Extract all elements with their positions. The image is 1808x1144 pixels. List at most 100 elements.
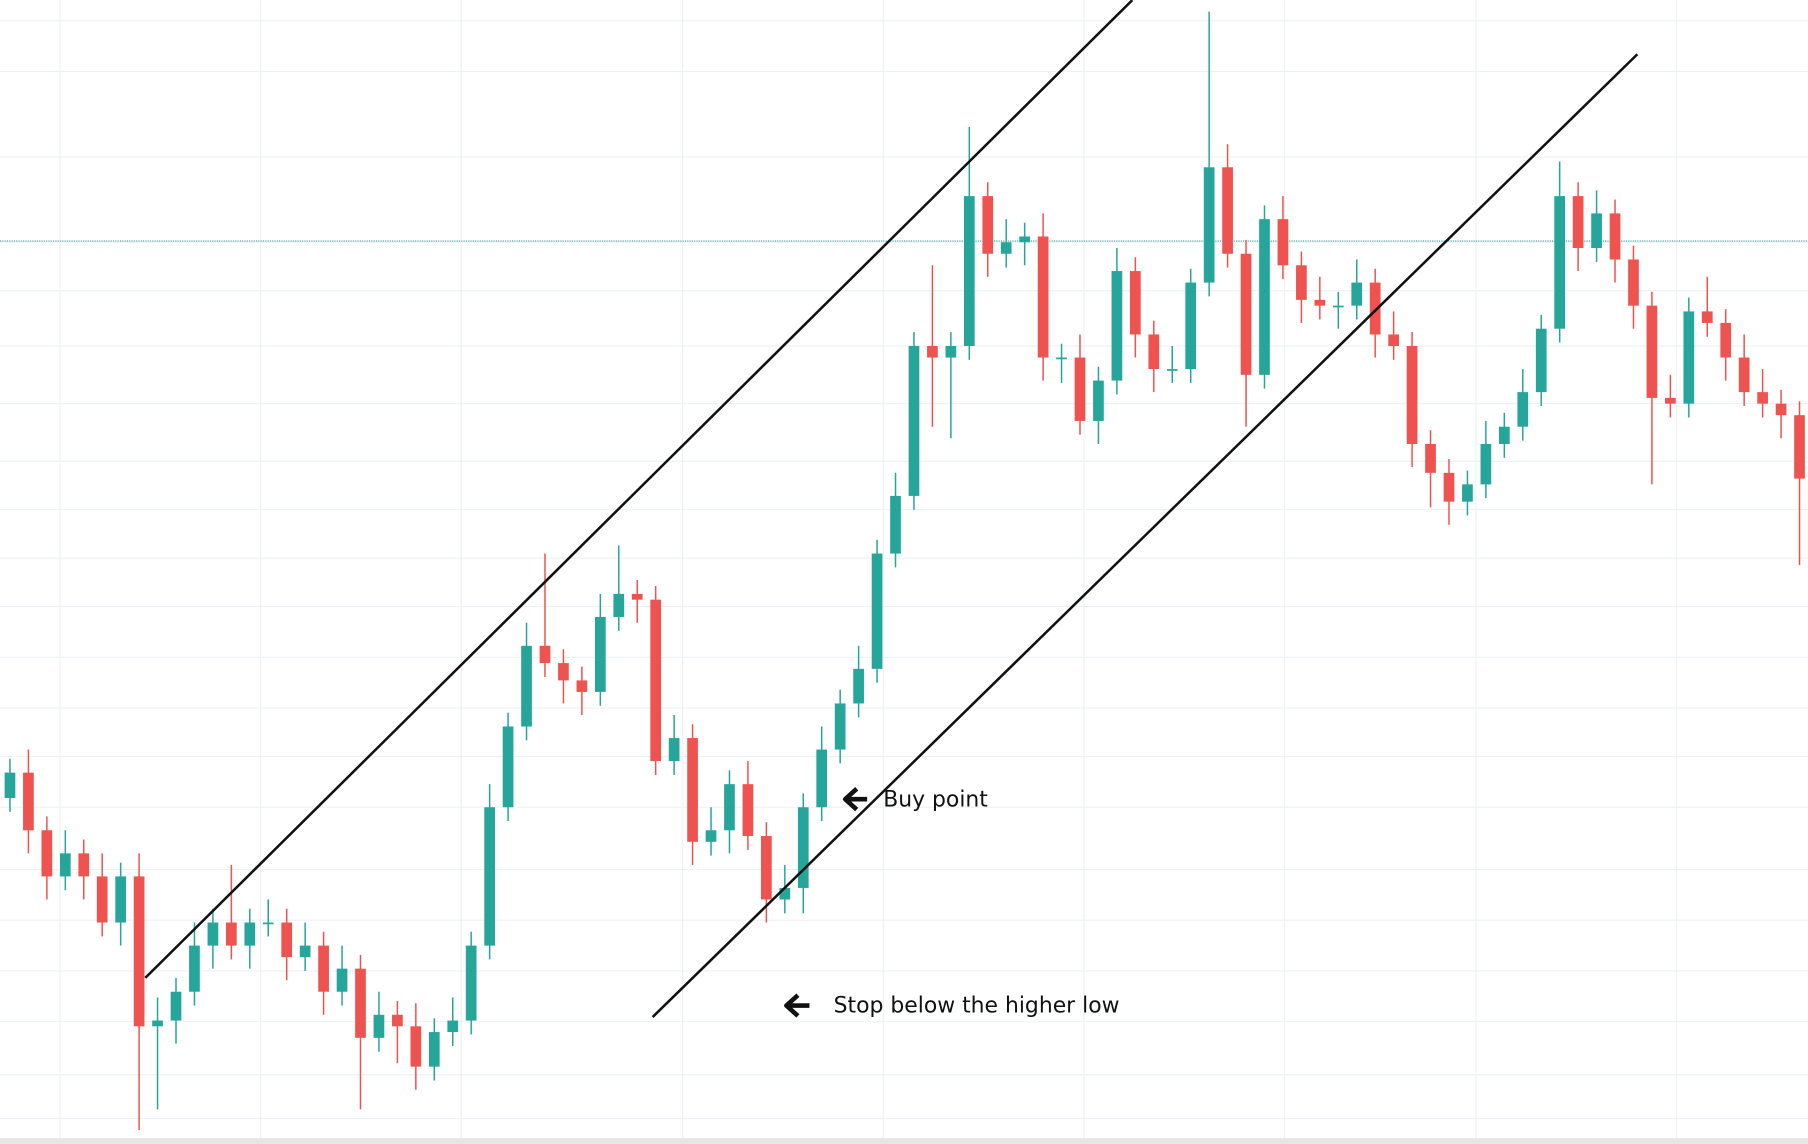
candle-body: [207, 922, 219, 946]
candle-body: [1443, 472, 1455, 502]
candle-body: [1277, 219, 1289, 266]
candle-body: [299, 945, 311, 958]
candle-body: [890, 495, 901, 554]
candle-body: [410, 1026, 422, 1067]
candle-body: [318, 945, 329, 992]
candle-body: [1388, 334, 1399, 346]
candle-body: [1056, 357, 1067, 360]
lower-trendline: [651, 53, 1639, 1018]
candle-body: [1498, 426, 1510, 445]
candle-body: [244, 922, 256, 946]
candle-body: [594, 616, 606, 692]
candle-body: [59, 853, 71, 877]
candle-body: [1296, 265, 1307, 300]
candle-body: [668, 738, 680, 762]
candle-body: [1222, 167, 1233, 254]
candle-body: [4, 772, 16, 798]
candle-body: [152, 1020, 163, 1027]
candle-body: [1701, 311, 1713, 323]
candle-body: [1406, 346, 1418, 445]
candle-body: [945, 346, 957, 358]
candle-body: [539, 645, 551, 664]
candle-body: [189, 945, 200, 992]
candle-body: [613, 593, 625, 617]
candle-body: [834, 703, 846, 750]
buy-arrow: [842, 787, 868, 812]
candle-body: [521, 645, 532, 727]
candle-body: [133, 876, 145, 1027]
candle-body: [1554, 196, 1566, 329]
candle-body: [1000, 242, 1012, 254]
candle-body: [908, 346, 920, 496]
candle-body: [1185, 282, 1197, 370]
candle-body: [355, 968, 366, 1038]
stop-arrow: [784, 993, 810, 1018]
candle-body: [41, 830, 53, 877]
candle-body: [1093, 380, 1104, 421]
candle-body: [1332, 305, 1344, 308]
candle-body: [724, 784, 735, 831]
candle-body: [1665, 397, 1676, 404]
candle-body: [871, 553, 883, 669]
candle-body: [1314, 299, 1326, 306]
candle-body: [170, 991, 182, 1021]
candle-body: [465, 945, 477, 1021]
candle-body: [927, 346, 938, 358]
candle-body: [23, 772, 34, 831]
candle-body: [1794, 415, 1805, 479]
candle-body: [650, 599, 662, 762]
candle-body: [1369, 282, 1381, 335]
candle-body: [853, 668, 864, 704]
candle-body: [1130, 271, 1141, 335]
candle-body: [1425, 444, 1436, 473]
candle-body: [1462, 484, 1473, 502]
candle-body: [262, 922, 274, 925]
candle-body: [687, 738, 698, 842]
candle-body: [502, 726, 514, 808]
candle-body: [1720, 322, 1732, 358]
candle-body: [1148, 334, 1160, 370]
annotation: Stop below the higher low: [834, 994, 1120, 1019]
candle-body: [1240, 253, 1252, 375]
candle-body: [392, 1014, 403, 1027]
candle-body: [447, 1020, 459, 1033]
candle-body: [1517, 392, 1529, 427]
candle-body: [558, 663, 569, 681]
candle-body: [1535, 328, 1547, 393]
candle-body: [705, 830, 717, 842]
candle-body: [1019, 236, 1031, 243]
candle-body: [1351, 282, 1363, 306]
candle-body: [779, 887, 791, 900]
candle-body: [1111, 271, 1123, 381]
candle-body: [797, 807, 809, 888]
candle-body: [484, 807, 495, 946]
candle-body: [1572, 196, 1584, 248]
candle-body: [1757, 392, 1768, 404]
candle-body: [1259, 219, 1270, 375]
candle-body: [816, 749, 828, 808]
candle-body: [1591, 213, 1602, 248]
candle-body: [96, 876, 108, 923]
bottom-bar: [0, 1138, 1808, 1144]
candle-body: [1775, 403, 1787, 416]
candle-body: [1037, 236, 1049, 358]
candle-body: [373, 1014, 385, 1038]
candle-body: [1480, 444, 1492, 485]
candle-body: [1738, 357, 1750, 393]
candle-body: [1628, 259, 1639, 306]
candle-body: [1203, 167, 1215, 283]
annotation: Buy point: [883, 787, 988, 812]
candle-body: [1609, 213, 1621, 260]
candle-body: [428, 1032, 440, 1067]
candle-body: [1646, 305, 1658, 398]
candle-body: [1166, 369, 1178, 371]
candle-body: [1683, 311, 1695, 404]
candle-body: [78, 853, 90, 877]
candles: [4, 11, 1805, 1131]
candle-body: [742, 784, 754, 837]
candle-body: [982, 196, 994, 254]
